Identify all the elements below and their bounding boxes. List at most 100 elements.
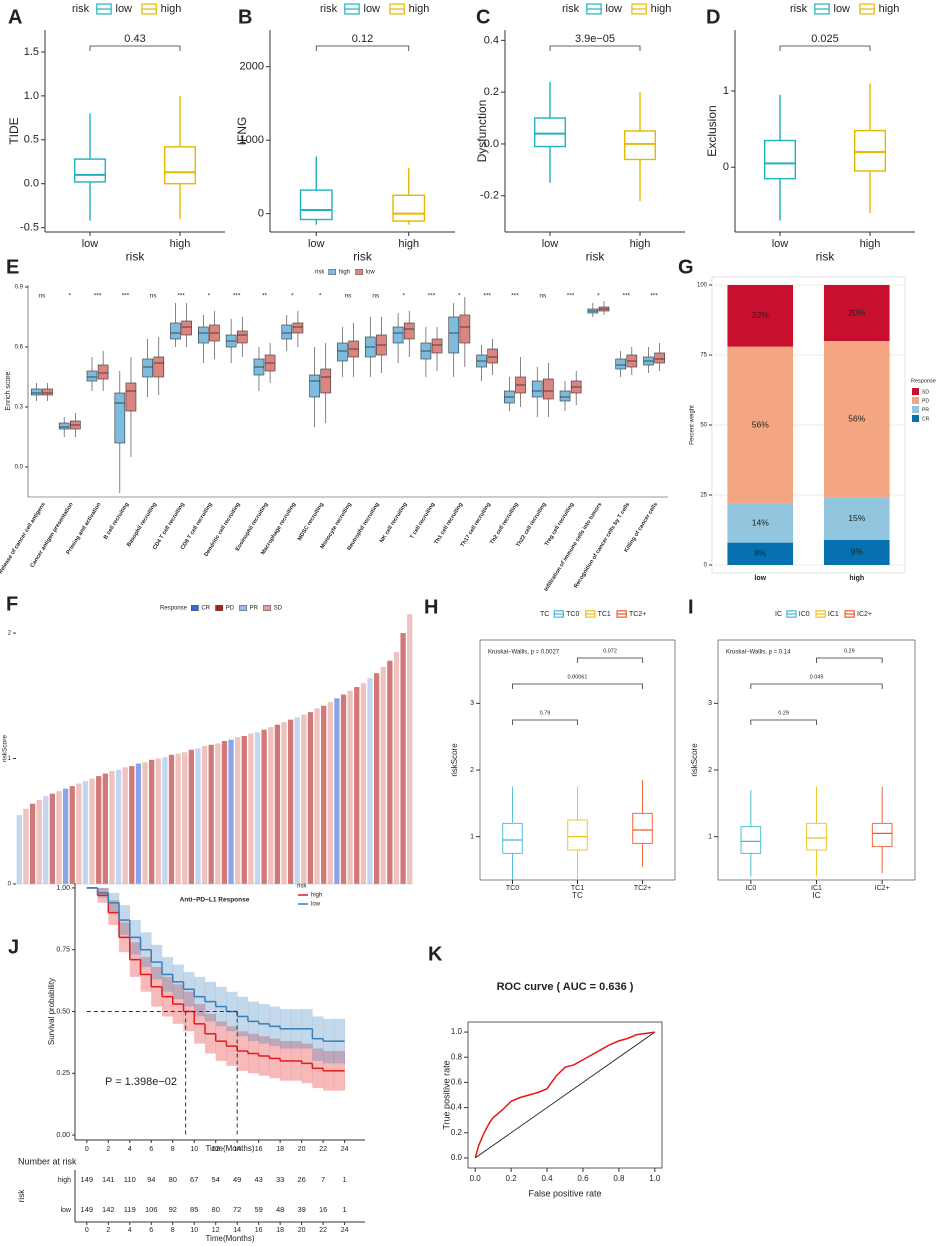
table-title: Number at risk (18, 1156, 77, 1166)
table-x-tick-label: 24 (341, 1227, 349, 1234)
bar (188, 749, 194, 884)
legend-title: risk (790, 3, 808, 15)
bar (175, 753, 181, 884)
bar (96, 776, 102, 884)
legend-label: IC1 (828, 611, 839, 618)
bar (321, 705, 327, 884)
y-tick-label: 100 (697, 283, 708, 289)
y-tick-label: 0 (704, 563, 708, 569)
x-tick-label: 4 (128, 1146, 132, 1153)
bar (340, 694, 347, 884)
table-cell: 110 (124, 1175, 136, 1184)
box (632, 812, 653, 844)
box (236, 330, 248, 344)
table-cell: 54 (212, 1175, 220, 1184)
box (615, 358, 627, 370)
table-cell: 1 (343, 1175, 347, 1184)
table-cell: 16 (319, 1205, 327, 1214)
panel-letter: D (706, 6, 720, 28)
bar (360, 683, 367, 884)
x-axis-label: TC (572, 891, 583, 900)
legend-label: PR (250, 606, 259, 612)
legend-label: high (409, 3, 430, 15)
table-cell: 1 (343, 1205, 347, 1214)
panel-letter: E (6, 256, 19, 278)
significance-label: ns (345, 293, 353, 300)
y-tick-label: 50 (700, 423, 707, 429)
y-tick-label: 0.5 (24, 134, 39, 146)
bar (268, 727, 274, 884)
x-tick-label: low (754, 575, 766, 582)
box (624, 130, 657, 161)
x-axis-label: risk (353, 249, 373, 263)
comparison-bracket (577, 657, 643, 663)
comparison-bracket (89, 45, 181, 51)
comparison-label: 3.9e−05 (575, 33, 615, 45)
table-row-label: low (60, 1207, 71, 1214)
table-cell: 141 (102, 1175, 115, 1184)
y-tick-label: 0.75 (56, 947, 70, 954)
box (73, 158, 106, 183)
x-axis-label: risk (586, 249, 606, 263)
y-axis-label: riskScore (450, 743, 459, 777)
x-tick-label: low (542, 238, 559, 250)
box (559, 390, 571, 402)
significance-label: * (319, 293, 322, 300)
legend-title: risk (562, 3, 580, 15)
table-cell: 94 (147, 1175, 155, 1184)
legend-title: TC (540, 611, 549, 618)
table-cell: 80 (212, 1205, 220, 1214)
box (31, 388, 42, 396)
value-label: 56% (752, 419, 769, 429)
table-cell: 39 (297, 1205, 305, 1214)
y-tick-label: 3 (470, 700, 474, 707)
significance-label: * (68, 293, 71, 300)
x-tick-label: Basophil recruiting (126, 501, 158, 548)
bar (201, 745, 208, 884)
legend-key (239, 605, 247, 611)
x-axis-label: IC (813, 891, 821, 900)
legend-label: IC0 (799, 611, 810, 618)
legend-key (912, 406, 919, 413)
significance-label: * (402, 293, 405, 300)
legend-label: TC0 (566, 611, 579, 618)
significance-label: ns (150, 293, 158, 300)
y-tick-label: 0.3 (15, 405, 24, 411)
bar (23, 808, 29, 884)
legend-label: low (606, 3, 623, 15)
x-tick-label: 20 (298, 1146, 306, 1153)
legend-title: risk (72, 3, 90, 15)
chart-title: ROC curve ( AUC = 0.636 ) (497, 981, 634, 993)
legend-label: SD (274, 606, 283, 612)
comparison-label: 0.049 (810, 674, 824, 680)
bar (43, 796, 49, 884)
legend-label: low (834, 3, 851, 15)
box (448, 316, 460, 354)
y-tick-label: 0.8 (451, 1052, 463, 1061)
box (281, 324, 293, 340)
x-tick-label: low (82, 238, 99, 250)
value-label: 56% (848, 414, 865, 424)
box (181, 320, 192, 336)
legend-key (191, 605, 199, 611)
box (392, 194, 426, 222)
bar-segment (727, 346, 794, 504)
table-cell: 142 (102, 1205, 115, 1214)
bar (301, 714, 307, 884)
y-tick-label: 25 (700, 493, 707, 499)
box (459, 314, 471, 344)
box (403, 322, 415, 340)
y-tick-label: 75 (700, 353, 707, 359)
box (114, 392, 126, 444)
bar (367, 678, 373, 884)
bar (182, 752, 188, 884)
legend-label: CR (201, 606, 210, 612)
table-cell: 48 (276, 1205, 284, 1214)
table-cell: 7 (321, 1175, 325, 1184)
legend-label: low (311, 902, 321, 908)
box (292, 322, 304, 334)
box (125, 382, 137, 412)
table-x-label: Time(Months) (205, 1234, 254, 1243)
x-tick-label: 8 (171, 1146, 175, 1153)
